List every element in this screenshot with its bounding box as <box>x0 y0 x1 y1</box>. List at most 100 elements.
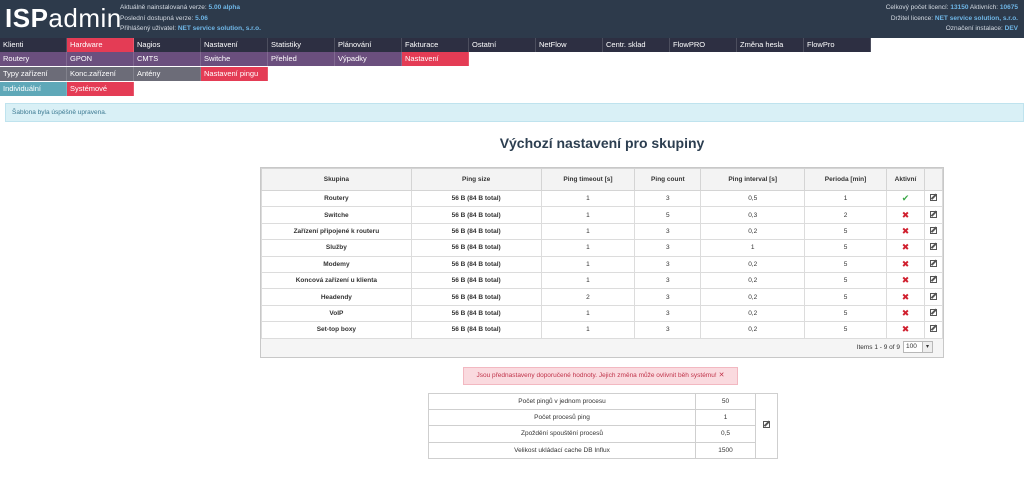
table-row: Switche 56 B (84 B total) 1 5 0,3 2 ✖ <box>261 206 944 224</box>
col-actions <box>923 168 944 191</box>
submenu-nastaveni[interactable]: Nastavení <box>402 52 469 66</box>
cell-count: 3 <box>634 304 702 323</box>
submenu-konc-zarizeni[interactable]: Konc.zařízení <box>67 67 134 81</box>
menu-centr-sklad[interactable]: Centr. sklad <box>603 38 670 52</box>
cell-interval: 0,2 <box>700 271 806 290</box>
cell-active: ✖ <box>886 255 925 273</box>
cell-edit <box>923 321 944 339</box>
menu-hardware[interactable]: Hardware <box>67 38 134 52</box>
edit-icon[interactable] <box>929 210 937 218</box>
menu-ostatni[interactable]: Ostatní <box>469 38 536 52</box>
warning-alert: Jsou přednastaveny doporučené hodnoty. J… <box>463 367 738 385</box>
close-icon[interactable]: ✕ <box>718 372 725 379</box>
edit-icon[interactable] <box>929 308 937 316</box>
submenu-prehled[interactable]: Přehled <box>268 52 335 66</box>
cell-active: ✖ <box>886 222 925 241</box>
submenu-typy-zarizeni[interactable]: Typy zařízení <box>0 67 67 81</box>
col-ping-count[interactable]: Ping count <box>634 168 702 191</box>
edit-icon[interactable] <box>929 325 937 333</box>
cell-group: Koncová zařízení u klienta <box>261 271 412 290</box>
cell-edit <box>923 255 944 273</box>
menu-klienti[interactable]: Klienti <box>0 38 67 52</box>
submenu-ping-tabs: Individuální Systémové <box>0 82 134 96</box>
cell-group: Routery <box>261 189 412 208</box>
menu-nastaveni[interactable]: Nastavení <box>201 38 268 52</box>
cell-timeout: 1 <box>540 222 636 241</box>
edit-icon[interactable] <box>929 243 937 251</box>
cross-icon: ✖ <box>901 275 910 286</box>
submenu-cmts[interactable]: CMTS <box>134 52 201 66</box>
check-icon: ✔ <box>901 193 910 204</box>
menu-planovani[interactable]: Plánování <box>335 38 402 52</box>
col-ping-size[interactable]: Ping size <box>410 168 542 191</box>
submenu-gpon[interactable]: GPON <box>67 52 134 66</box>
table-row: Zařízení připojené k routeru 56 B (84 B t… <box>261 222 944 241</box>
col-perioda[interactable]: Perioda [min] <box>804 168 887 191</box>
system-settings-table: Počet pingů v jednom procesu 50 Počet proc… <box>428 392 778 459</box>
license-info: Celkový počet licencí: 13150 Aktivních: … <box>885 4 1018 32</box>
menu-statistiky[interactable]: Statistiky <box>268 38 335 52</box>
col-ping-timeout[interactable]: Ping timeout [s] <box>540 168 636 191</box>
cell-group: Služby <box>261 239 412 257</box>
edit-icon[interactable] <box>929 292 937 300</box>
edit-icon[interactable] <box>929 226 937 234</box>
submenu-routery[interactable]: Routery <box>0 52 67 66</box>
version-info: Aktuálně nainstalovaná verze: 5.00 alpha… <box>120 4 261 32</box>
cell-interval: 1 <box>700 239 806 257</box>
cell-count: 3 <box>634 271 702 290</box>
cell-period: 5 <box>804 239 887 257</box>
table-row: VoIP 56 B (84 B total) 1 3 0,2 5 ✖ <box>261 304 944 323</box>
cell-count: 5 <box>634 206 702 224</box>
tab-systemove[interactable]: Systémové <box>67 82 134 96</box>
cell-edit <box>923 206 944 224</box>
settings-row: Zpoždění spouštění procesů 0,5 <box>428 425 778 443</box>
edit-icon[interactable] <box>929 194 937 202</box>
submenu-switche[interactable]: Switche <box>201 52 268 66</box>
menu-netflow[interactable]: NetFlow <box>536 38 603 52</box>
menu-flowpro[interactable]: FlowPRO <box>670 38 737 52</box>
submenu-hardware: Routery GPON CMTS Switche Přehled Výpadk… <box>0 52 469 66</box>
settings-row: Počet pingů v jednom procesu 50 <box>428 392 778 459</box>
cross-icon: ✖ <box>901 307 910 318</box>
settings-row: Velikost ukládací cache DB Influx 1500 <box>428 441 778 459</box>
cell-interval: 0,2 <box>700 321 806 339</box>
cell-group: Switche <box>261 206 412 224</box>
cell-edit <box>923 304 944 323</box>
setting-value: 50 <box>695 392 756 411</box>
setting-value: 1500 <box>695 441 756 459</box>
submenu-anteny[interactable]: Antény <box>134 67 201 81</box>
cell-active: ✖ <box>886 206 925 224</box>
col-aktivni[interactable]: Aktivní <box>886 168 925 191</box>
cell-group: Set-top boxy <box>261 321 412 339</box>
success-alert: Šablona byla úspěšně upravena. <box>5 103 1024 122</box>
cell-timeout: 1 <box>540 321 636 339</box>
cell-count: 3 <box>634 321 702 339</box>
cell-edit <box>923 288 944 306</box>
edit-icon[interactable] <box>929 259 937 267</box>
menu-zmena-hesla[interactable]: Změna hesla <box>737 38 804 52</box>
chevron-down-icon[interactable]: ▾ <box>922 342 932 352</box>
table-row: Modemy 56 B (84 B total) 1 3 0,2 5 ✖ <box>261 255 944 273</box>
edit-icon[interactable] <box>929 276 937 284</box>
menu-nagios[interactable]: Nagios <box>134 38 201 52</box>
page-size-select[interactable]: 100 ▾ <box>903 341 933 353</box>
cell-edit <box>923 239 944 257</box>
cell-active: ✖ <box>886 304 925 323</box>
submenu-vypadky[interactable]: Výpadky <box>335 52 402 66</box>
cell-timeout: 1 <box>540 206 636 224</box>
submenu-nastaveni-pingu[interactable]: Nastavení pingu <box>201 67 268 81</box>
col-ping-interval[interactable]: Ping interval [s] <box>700 168 806 191</box>
menu-fakturace[interactable]: Fakturace <box>402 38 469 52</box>
cell-edit <box>923 189 944 208</box>
edit-icon[interactable] <box>763 421 770 429</box>
cell-edit <box>923 271 944 290</box>
cell-period: 5 <box>804 321 887 339</box>
tab-individualni[interactable]: Individuální <box>0 82 67 96</box>
cell-interval: 0,3 <box>700 206 806 224</box>
cell-size: 56 B (84 B total) <box>410 271 542 290</box>
menu-flowpro-2[interactable]: FlowPro <box>804 38 871 52</box>
col-skupina[interactable]: Skupina <box>261 168 412 191</box>
app-logo[interactable]: ISPadmin <box>5 3 122 33</box>
submenu-nastaveni-items: Typy zařízení Konc.zařízení Antény Nasta… <box>0 67 268 81</box>
cell-active: ✔ <box>886 189 925 208</box>
